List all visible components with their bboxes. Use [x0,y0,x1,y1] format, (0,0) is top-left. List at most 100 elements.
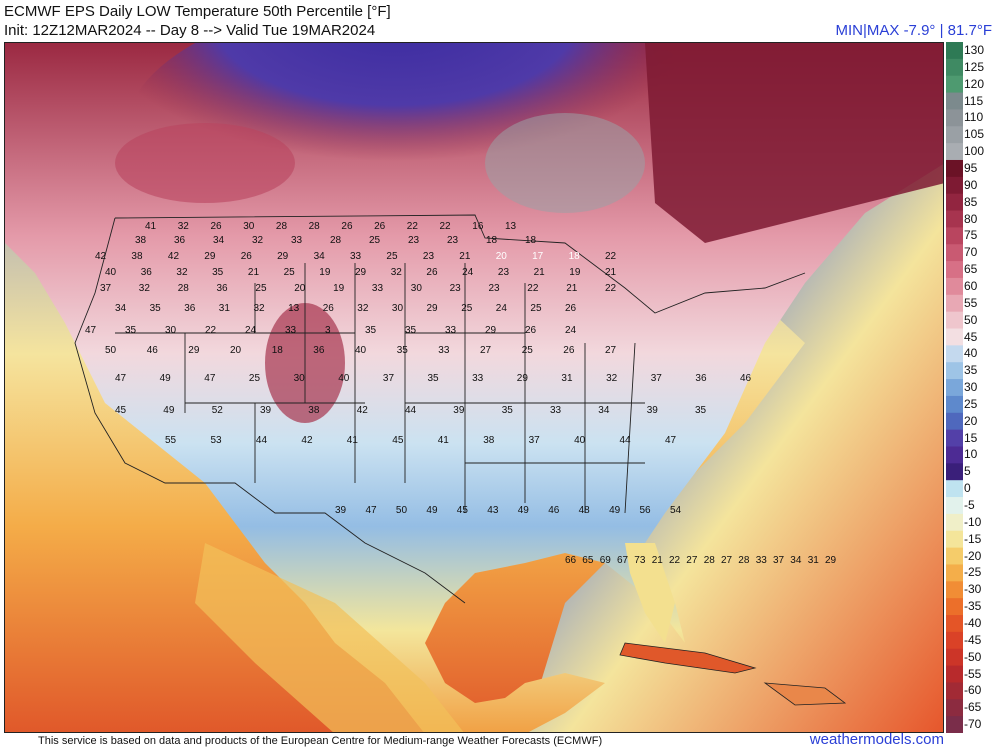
temperature-value-label: 32 [176,267,188,278]
temperature-value-label: 27 [605,345,617,356]
temperature-value-label: 47 [665,435,677,446]
temperature-value-label: 33 [350,251,362,262]
colorbar-label: 90 [964,177,978,192]
temperature-value-label: 46 [147,345,159,356]
temperature-value-label: 20 [230,345,242,356]
temperature-value-label: 33 [291,235,303,246]
colorbar-swatch [946,193,963,212]
temperature-value-label: 26 [241,251,253,262]
temperature-value-label: 23 [489,283,501,294]
temperature-value-label: 36 [217,283,229,294]
hudson-bay [485,113,645,213]
temperature-value-label: 32 [178,221,190,232]
header: ECMWF EPS Daily LOW Temperature 50th Per… [0,0,1000,42]
colorbar-labels: 130 125 120 115 110 105 100 95 90 85 80 75 70 65 60 55 5… [964,42,1000,733]
temperature-value-label: 37 [100,283,112,294]
temperature-value-label: 25 [255,283,267,294]
colorbar-swatches [946,42,963,734]
colorbar-label: 10 [964,447,978,462]
temperature-value-label: 45 [115,405,127,416]
temperature-value-label: 39 [260,405,272,416]
colorbar [946,42,963,734]
temperature-value-label: 27 [686,555,698,566]
colorbar-swatch [946,109,963,127]
colorbar-swatch [946,345,963,363]
colorbar-swatch [946,176,963,195]
colorbar-swatch [946,631,963,650]
temperature-value-label: 25 [522,345,534,356]
temperature-value-label: 29 [427,303,439,314]
temperature-value-label: 44 [405,405,417,416]
temperature-value-label: 40 [338,373,350,384]
temperature-value-label: 56 [640,505,652,516]
temperature-value-label: 19 [569,267,581,278]
temperature-value-label: 29 [188,345,200,356]
temperature-value-label: 35 [365,325,377,336]
temperature-value-label: 16 [472,221,484,232]
temperature-value-label: 36 [184,303,196,314]
temperature-value-label: 36 [174,235,186,246]
temperature-value-label: 42 [357,405,369,416]
temperature-value-label: 42 [168,251,180,262]
temperature-value-label: 36 [313,345,325,356]
temperature-value-label: 33 [285,325,297,336]
temperature-value-label: 23 [447,235,459,246]
temperature-value-label: 37 [529,435,541,446]
northeast-warm-band [645,43,943,243]
temperature-value-label: 49 [518,505,530,516]
temperature-value-label: 40 [574,435,586,446]
temperature-value-label: 3 [325,325,331,336]
temperature-value-label: 41 [438,435,450,446]
temperature-value-label: 32 [252,235,264,246]
colorbar-label: -60 [964,683,982,698]
temperature-value-label: 45 [392,435,404,446]
bc-cold [115,123,295,203]
temperature-value-label: 13 [288,303,300,314]
temperature-value-label: 49 [163,405,175,416]
temperature-value-label: 29 [825,555,837,566]
temperature-value-label: 25 [386,251,398,262]
temperature-value-label: 48 [579,505,591,516]
colorbar-label: 100 [964,144,985,159]
colorbar-swatch [946,463,963,481]
temperature-value-label: 23 [498,267,510,278]
temperature-value-label: 39 [647,405,659,416]
temperature-value-label: 46 [548,505,560,516]
temperature-value-label: 19 [333,283,345,294]
temperature-value-label: 49 [426,505,438,516]
temperature-value-label: 44 [256,435,268,446]
map-title: ECMWF EPS Daily LOW Temperature 50th Per… [4,3,391,20]
temperature-value-label: 35 [212,267,224,278]
temperature-value-label: 35 [695,405,707,416]
temperature-value-label: 31 [561,373,573,384]
temperature-value-label: 27 [721,555,733,566]
temperature-value-label: 18 [272,345,284,356]
colorbar-label: 130 [964,43,985,57]
colorbar-label: -10 [964,514,982,529]
hispaniola [763,682,847,706]
temperature-value-label: 30 [243,221,255,232]
temperature-value-label: 47 [85,325,97,336]
temperature-map: 41 32 26 30 28 28 26 26 22 22 16 13 38 36 34 32 33 28 25 23… [4,42,944,733]
temperature-value-label: 22 [605,251,617,262]
temperature-value-label: 46 [740,373,752,384]
temperature-value-label: 24 [462,267,474,278]
colorbar-label: 80 [964,211,978,226]
temperature-value-label: 21 [459,251,471,262]
temperature-value-label: 28 [309,221,321,232]
temperature-value-label: 50 [105,345,117,356]
temperature-value-label: 18 [525,235,537,246]
temperature-value-label: 21 [248,267,260,278]
site-link[interactable]: weathermodels.com [809,731,944,748]
temperature-value-label: 20 [294,283,306,294]
cold-air-mass [125,43,725,273]
colorbar-swatch [946,699,963,717]
colorbar-label: 0 [964,481,971,496]
temperature-value-label: 29 [204,251,216,262]
temperature-value-label: 21 [566,283,578,294]
colorbar-label: -30 [964,582,982,597]
colorbar-swatch [946,648,963,667]
temperature-value-label: 24 [565,325,577,336]
